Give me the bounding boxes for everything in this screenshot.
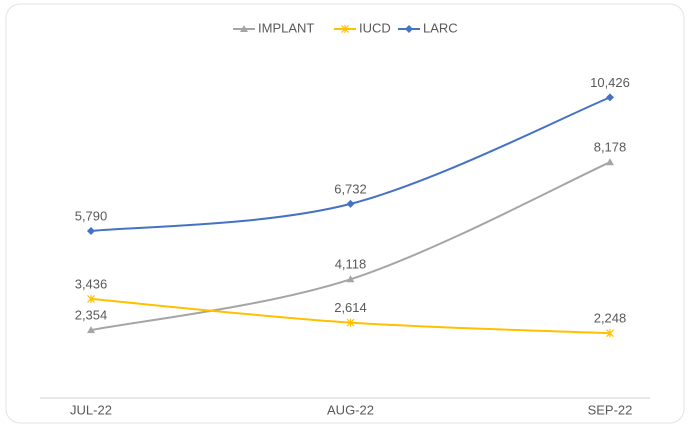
marker [346, 199, 355, 208]
marker [341, 25, 349, 33]
marker [405, 25, 413, 33]
legend-label: LARC [423, 20, 458, 35]
marker [606, 329, 614, 338]
marker [87, 294, 95, 303]
x-tick-label: JUL-22 [70, 402, 112, 417]
marker [606, 93, 614, 102]
x-tick-label: SEP-22 [588, 402, 633, 417]
marker [346, 275, 355, 283]
chart-card [5, 3, 685, 424]
legend-label: IMPLANT [258, 20, 314, 35]
data-label: 6,732 [334, 181, 367, 196]
marker [346, 318, 355, 327]
data-label: 2,354 [75, 308, 108, 323]
data-label: 8,178 [594, 140, 627, 155]
marker [87, 227, 95, 236]
data-label: 5,790 [75, 208, 108, 223]
legend-label: IUCD [359, 20, 391, 35]
data-label: 2,248 [594, 311, 627, 326]
marker [240, 25, 248, 32]
data-label: 3,436 [75, 276, 108, 291]
marker [606, 158, 614, 166]
data-label: 2,614 [334, 300, 367, 315]
data-label: 10,426 [590, 75, 630, 90]
x-tick-label: AUG-22 [327, 402, 374, 417]
marker [87, 326, 95, 334]
data-label: 4,118 [335, 257, 367, 272]
